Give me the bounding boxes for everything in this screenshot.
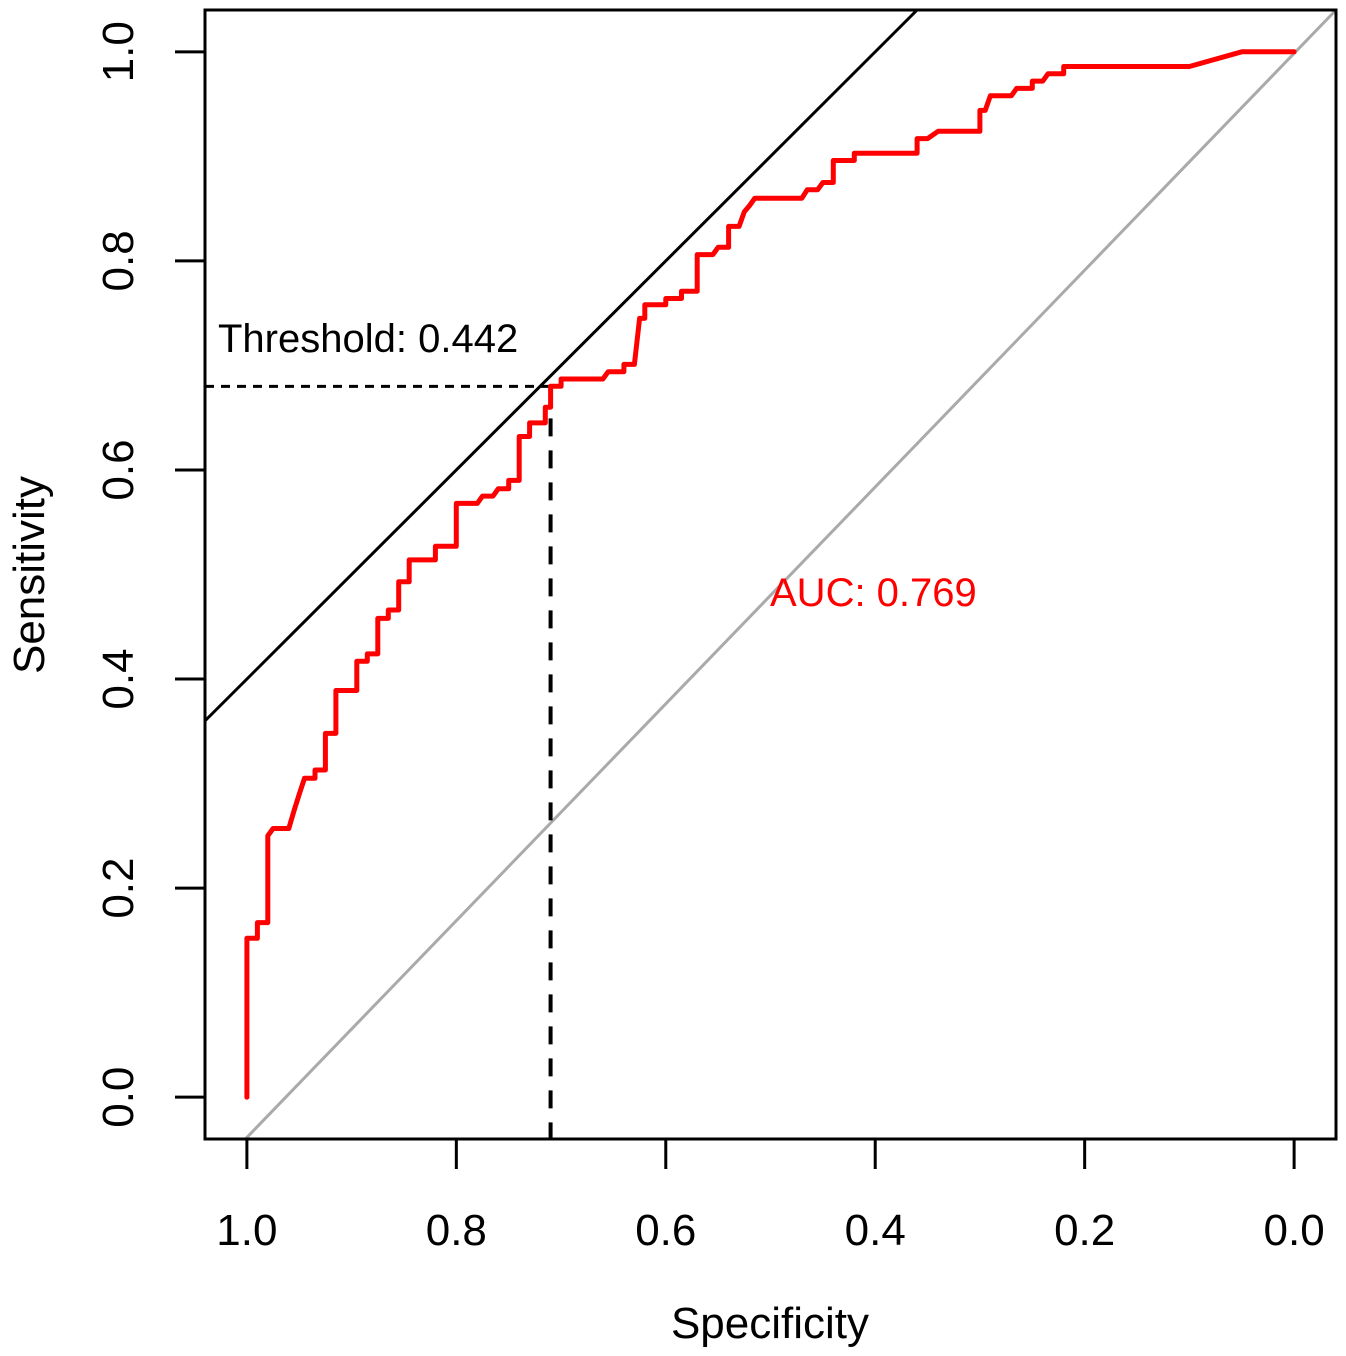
x-tick-label: 0.8 [426, 1206, 487, 1255]
y-tick-label: 0.4 [94, 648, 143, 709]
x-tick-label: 1.0 [216, 1206, 277, 1255]
y-tick-label: 0.0 [94, 1067, 143, 1128]
y-tick-label: 0.6 [94, 439, 143, 500]
x-tick-label: 0.2 [1054, 1206, 1115, 1255]
y-tick-label: 0.8 [94, 230, 143, 291]
threshold-label: Threshold: 0.442 [218, 317, 518, 361]
roc-curve [244, 49, 1297, 1100]
x-axis-title: Specificity [671, 1299, 869, 1348]
plot-frame [203, 8, 1338, 1141]
x-axis: 1.0 0.8 0.6 0.4 0.2 0.0 [216, 1139, 1325, 1255]
y-axis: 0.0 0.2 0.4 0.6 0.8 1.0 [94, 21, 205, 1128]
x-tick-label: 0.6 [635, 1206, 696, 1255]
y-tick-label: 0.2 [94, 858, 143, 919]
y-tick-label: 1.0 [94, 21, 143, 82]
y-axis-title: Sensitivity [5, 476, 54, 674]
chance-diagonal [243, 10, 1336, 1139]
tangent-line [205, 10, 919, 722]
x-tick-label: 0.4 [845, 1206, 906, 1255]
x-tick-label: 0.0 [1264, 1206, 1325, 1255]
auc-label: AUC: 0.769 [770, 571, 977, 615]
plot-area [205, 10, 1336, 1139]
